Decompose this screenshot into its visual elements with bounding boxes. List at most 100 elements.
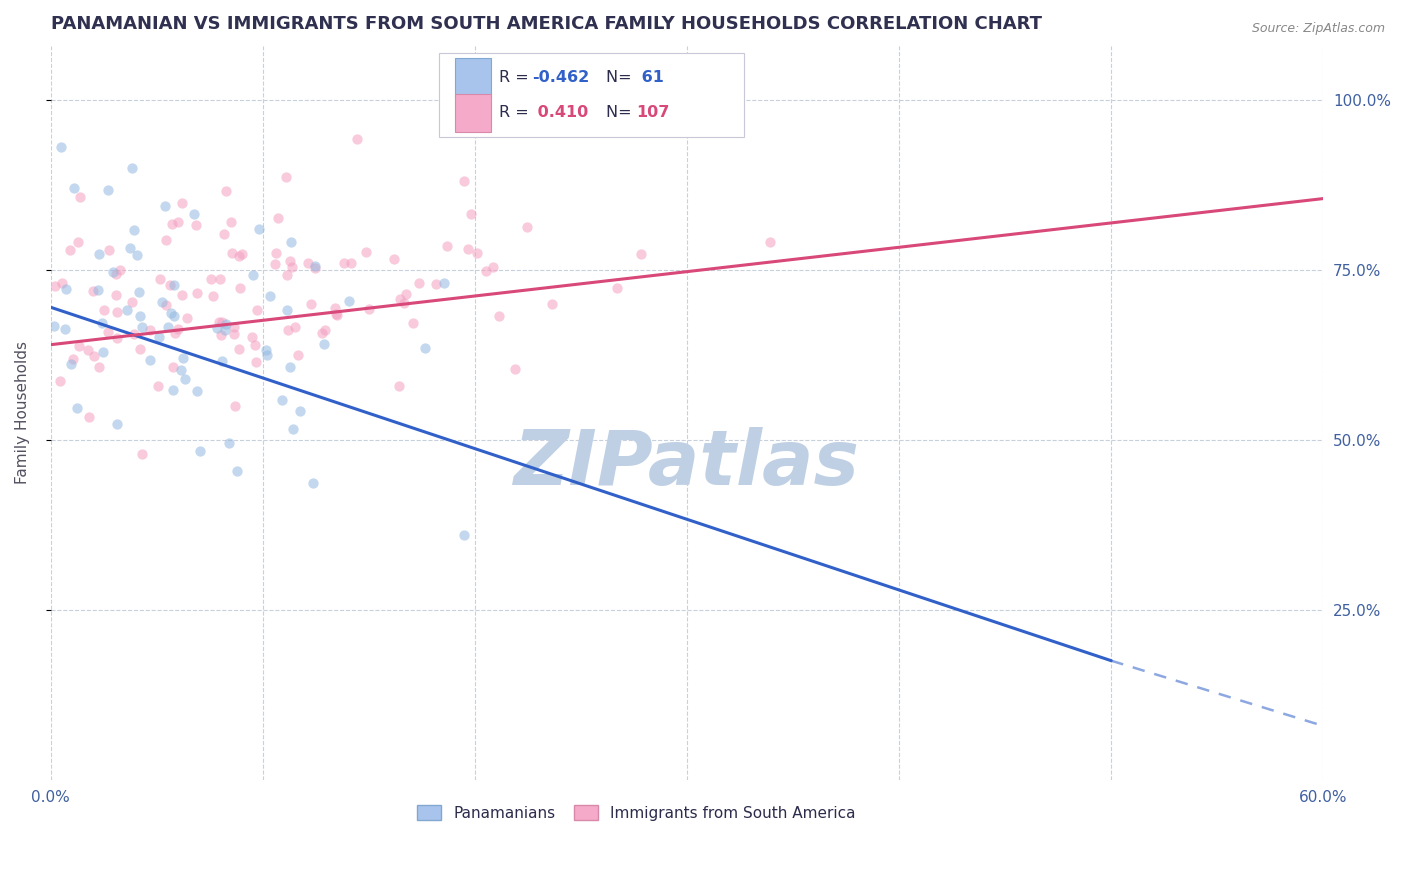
Point (209, 271, 232, 285)
Point (214, 227, 236, 241)
Point (87, 283, 110, 297)
Point (326, 308, 349, 322)
Point (354, 245, 377, 260)
Point (149, 272, 172, 286)
Point (115, 302, 138, 317)
Legend: Panamanians, Immigrants from South America: Panamanians, Immigrants from South Ameri… (411, 799, 862, 827)
Point (482, 260, 505, 275)
Point (301, 297, 323, 311)
Point (395, 287, 418, 301)
Point (122, 223, 145, 237)
Point (288, 404, 311, 418)
Point (453, 528, 475, 542)
Point (413, 341, 436, 355)
Text: ZIPatlas: ZIPatlas (515, 427, 860, 501)
Point (229, 280, 252, 294)
Point (211, 315, 233, 329)
Point (162, 359, 184, 374)
Text: PANAMANIAN VS IMMIGRANTS FROM SOUTH AMERICA FAMILY HOUSEHOLDS CORRELATION CHART: PANAMANIAN VS IMMIGRANTS FROM SOUTH AMER… (51, 15, 1042, 33)
Text: 107: 107 (636, 105, 669, 120)
Point (153, 199, 176, 213)
Point (89, 359, 111, 374)
Point (170, 363, 193, 377)
Point (280, 254, 302, 268)
Text: 0.410: 0.410 (531, 105, 588, 120)
Point (200, 272, 222, 286)
Point (128, 285, 150, 300)
Text: N=: N= (606, 105, 637, 120)
Point (228, 342, 250, 356)
Point (287, 348, 309, 362)
Point (222, 320, 245, 334)
Point (129, 342, 152, 356)
Point (201, 289, 224, 303)
Point (69, 190, 91, 204)
Point (121, 161, 143, 175)
Point (59, 357, 82, 371)
Point (224, 399, 246, 413)
Text: Source: ZipAtlas.com: Source: ZipAtlas.com (1251, 22, 1385, 36)
Point (274, 169, 297, 184)
Point (122, 326, 145, 341)
Point (276, 268, 298, 282)
FancyBboxPatch shape (439, 53, 744, 137)
Y-axis label: Family Households: Family Households (15, 341, 30, 484)
Point (488, 309, 510, 323)
Point (183, 207, 205, 221)
Point (357, 301, 380, 316)
Point (304, 260, 326, 274)
Point (256, 348, 278, 362)
Point (146, 379, 169, 393)
Point (281, 260, 304, 275)
Point (139, 352, 162, 367)
Point (630, 247, 652, 261)
Point (346, 131, 368, 145)
Point (215, 317, 238, 331)
Point (170, 288, 193, 302)
Point (281, 421, 304, 435)
Point (505, 362, 527, 376)
Point (460, 206, 482, 220)
Point (540, 297, 562, 311)
Point (105, 417, 128, 431)
Point (139, 323, 162, 337)
Point (278, 360, 301, 375)
Text: R =: R = (499, 70, 534, 85)
Point (276, 303, 298, 318)
FancyBboxPatch shape (456, 94, 491, 132)
Point (44, 279, 66, 293)
Point (59, 243, 82, 257)
Point (91, 345, 114, 359)
Point (173, 372, 195, 386)
Point (77, 410, 100, 425)
Point (51, 276, 73, 290)
Point (105, 267, 128, 281)
Point (284, 320, 307, 334)
Point (167, 321, 190, 335)
Point (425, 277, 447, 291)
Point (97, 325, 120, 339)
Point (340, 256, 363, 270)
Point (42, 319, 65, 334)
Point (55, 282, 77, 296)
Point (280, 235, 302, 249)
Point (302, 475, 325, 490)
Point (166, 215, 188, 229)
Point (245, 355, 267, 369)
Point (231, 246, 253, 260)
Point (156, 319, 179, 334)
Point (66, 235, 89, 250)
Point (516, 220, 538, 235)
Point (263, 257, 285, 271)
Text: N=: N= (606, 70, 637, 85)
Point (83, 350, 105, 364)
Point (436, 239, 458, 253)
Point (208, 315, 231, 329)
Point (259, 288, 281, 302)
Point (247, 221, 270, 235)
Point (277, 323, 299, 337)
Point (432, 277, 454, 291)
Point (108, 263, 131, 277)
Point (337, 294, 360, 309)
Point (325, 301, 347, 315)
